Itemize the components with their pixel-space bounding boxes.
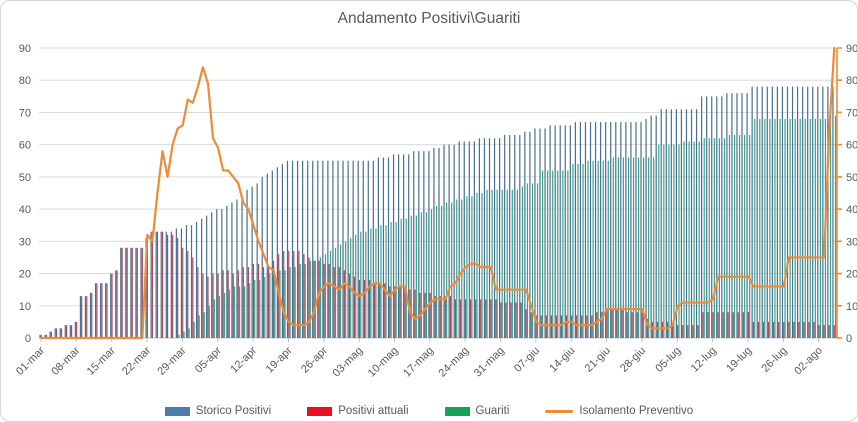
x-axis-tick-label: 15-mar bbox=[85, 344, 118, 377]
x-axis-tick-label: 26-lug bbox=[759, 345, 789, 375]
x-axis-tick-label: 01-mar bbox=[14, 344, 47, 377]
y-axis-left-label: 0 bbox=[25, 333, 31, 345]
y-axis-left-label: 80 bbox=[19, 75, 31, 87]
x-axis-tick-label: 24-mag bbox=[437, 345, 472, 380]
x-axis-tick-label: 07-giu bbox=[512, 345, 542, 375]
x-axis-tick-label: 05-lug bbox=[653, 345, 683, 375]
y-axis-left-label: 30 bbox=[19, 236, 31, 248]
y-axis-left-label: 60 bbox=[19, 140, 31, 152]
y-axis-right-label: 0 bbox=[846, 333, 852, 345]
legend-item-positivi-attuali: Positivi attuali bbox=[307, 405, 409, 417]
x-axis-tick-label: 22-mar bbox=[120, 344, 153, 377]
y-axis-left-label: 90 bbox=[19, 43, 31, 55]
x-axis-tick-label: 19-apr bbox=[264, 344, 295, 375]
y-axis-left-label: 20 bbox=[19, 269, 31, 281]
y-axis-left-label: 10 bbox=[19, 301, 31, 313]
x-axis-tick-label: 29-mar bbox=[155, 344, 188, 377]
x-axis-tick-label: 05-apr bbox=[193, 344, 224, 375]
x-axis-tick-label: 26-apr bbox=[299, 344, 330, 375]
x-axis-tick-label: 28-giu bbox=[618, 345, 648, 375]
y-axis-right-label: 60 bbox=[846, 140, 857, 152]
legend-marker-line bbox=[545, 409, 574, 413]
legend-label: Positivi attuali bbox=[338, 405, 409, 417]
legend-label: Guariti bbox=[475, 405, 510, 417]
legend-marker-swatch bbox=[444, 406, 470, 416]
y-axis-right-label: 10 bbox=[846, 301, 857, 313]
legend-label: Isolamento Preventivo bbox=[579, 405, 694, 417]
legend-label: Storico Positivi bbox=[195, 405, 272, 417]
x-axis-tick-label: 12-apr bbox=[228, 344, 259, 375]
legend-item-guariti: Guariti bbox=[444, 405, 510, 417]
legend-marker-swatch bbox=[307, 406, 333, 416]
legend-item-isolamento-preventivo: Isolamento Preventivo bbox=[545, 405, 693, 417]
chart-title: Andamento Positivi\Guariti bbox=[337, 10, 521, 27]
y-axis-left-label: 70 bbox=[19, 107, 31, 119]
x-axis-tick-label: 03-mag bbox=[330, 345, 365, 380]
x-axis-tick-label: 21-giu bbox=[583, 345, 613, 375]
series-isolamento-preventivo-line bbox=[40, 46, 836, 340]
x-axis-tick-label: 17-mag bbox=[401, 345, 436, 380]
x-axis-tick-label: 10-mag bbox=[366, 345, 401, 380]
x-axis-tick-label: 14-giu bbox=[547, 345, 577, 375]
x-axis-tick-label: 08-mar bbox=[49, 344, 82, 377]
legend-marker-swatch bbox=[164, 406, 190, 416]
legend: Storico Positivi Positivi attuali Guariti I… bbox=[1, 405, 857, 417]
y-axis-right-label: 70 bbox=[846, 107, 857, 119]
x-axis-tick-label: 02-ago bbox=[792, 345, 825, 378]
y-axis-right-label: 40 bbox=[846, 204, 857, 216]
y-axis-left-label: 50 bbox=[19, 172, 31, 184]
series-positivi-attuali bbox=[40, 231, 835, 338]
x-axis-tick-label: 19-lug bbox=[724, 345, 754, 375]
series-storico-positivi bbox=[39, 86, 834, 338]
legend-item-storico-positivi: Storico Positivi bbox=[164, 405, 272, 417]
y-axis-left-label: 40 bbox=[19, 204, 31, 216]
x-axis-tick-label: 31-mag bbox=[472, 345, 507, 380]
y-axis-right-label: 50 bbox=[846, 172, 857, 184]
y-axis-right-label: 30 bbox=[846, 236, 857, 248]
x-axis-tick-label: 12-lug bbox=[689, 345, 719, 375]
y-axis-right-label: 90 bbox=[846, 43, 857, 55]
y-axis-right-label: 20 bbox=[846, 269, 857, 281]
y-axis-right-label: 80 bbox=[846, 75, 857, 87]
